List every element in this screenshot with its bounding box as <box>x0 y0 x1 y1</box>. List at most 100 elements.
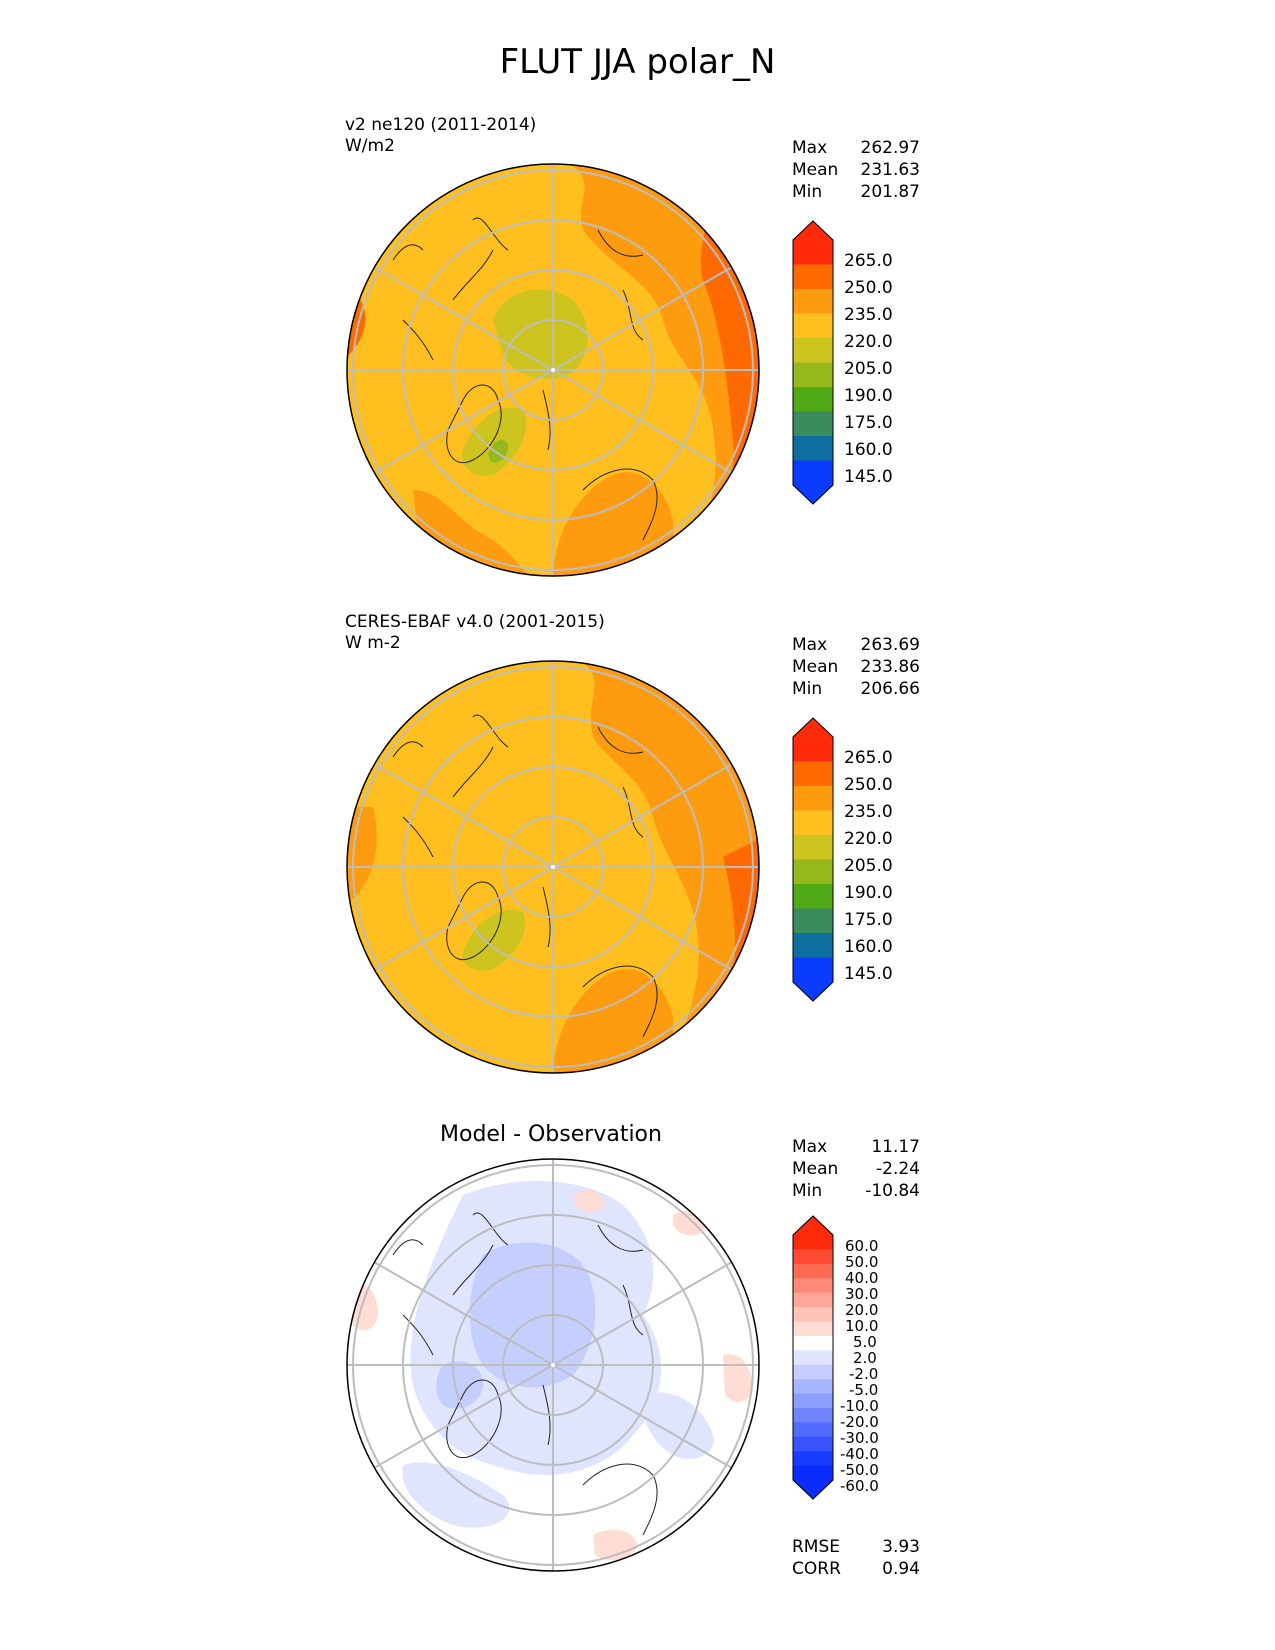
panel-label-top: v2 ne120 (2011-2014) <box>345 115 537 135</box>
colorbar-test <box>792 220 834 505</box>
colorbar-band <box>793 1350 833 1366</box>
cbar-tick-label: 250.0 <box>844 278 893 298</box>
cbar-tick-label: -60.0 <box>840 1477 879 1495</box>
colorbar-band <box>793 1335 833 1351</box>
cbar-tick-label: 145.0 <box>844 467 893 487</box>
cbar-tick-label: 50.0 <box>845 1253 879 1271</box>
cbar-tick-label: 190.0 <box>844 883 893 903</box>
panel-units: W m-2 <box>345 633 401 653</box>
cbar-tick-label: 205.0 <box>844 359 893 379</box>
difference-title: Model - Observation <box>440 1122 662 1147</box>
stat-min: Min -10.84 <box>792 1181 920 1201</box>
stat-max: Max 11.17 <box>792 1137 920 1157</box>
cbar-tick-label: 265.0 <box>844 251 893 271</box>
colorbar-band <box>793 835 833 860</box>
colorbar-band <box>793 859 833 885</box>
stat-min: Min 206.66 <box>792 679 920 699</box>
cbar-tick-label: 175.0 <box>844 910 893 930</box>
colorbar-band <box>793 264 833 290</box>
cbar-tick-label: 190.0 <box>844 386 893 406</box>
colorbar-band <box>793 1364 833 1380</box>
panel-test: v2 ne120 (2011-2014) W/m2 <box>0 105 1275 595</box>
panel-label-top: CERES-EBAF v4.0 (2001-2015) <box>345 612 605 632</box>
colorbar-band <box>793 1321 833 1337</box>
cbar-tick-label: 60.0 <box>845 1237 879 1255</box>
polar-map-difference <box>346 1158 760 1572</box>
cbar-tick-label: -40.0 <box>840 1445 879 1463</box>
stats-reference: Max 263.69 Mean 233.86 Min 206.66 <box>792 634 920 700</box>
colorbar-over-arrow <box>793 1216 833 1235</box>
cbar-tick-label: 220.0 <box>844 332 893 352</box>
figure-title: FLUT JJA polar_N <box>499 42 776 82</box>
cbar-tick-label: -5.0 <box>849 1381 879 1399</box>
cbar-tick-label: 40.0 <box>845 1269 879 1287</box>
cbar-tick-label: 205.0 <box>844 856 893 876</box>
colorbar-band <box>793 240 833 265</box>
colorbar-band <box>793 761 833 787</box>
cbar-tick-label: 235.0 <box>844 305 893 325</box>
stat-min: Min 201.87 <box>792 182 920 202</box>
cbar-tick-label: 5.0 <box>853 1333 877 1351</box>
cbar-tick-label: 30.0 <box>845 1285 879 1303</box>
colorbar-band <box>793 908 833 934</box>
colorbar-under-arrow <box>793 485 833 504</box>
metrics-difference: RMSE 3.93 CORR 0.94 <box>792 1536 920 1580</box>
cbar-tick-label: 265.0 <box>844 748 893 768</box>
cbar-tick-label: -50.0 <box>840 1461 879 1479</box>
cbar-tick-label: 2.0 <box>853 1349 877 1367</box>
colorbar-band <box>793 933 833 958</box>
cbar-tick-label: 160.0 <box>844 937 893 957</box>
colorbar-outline <box>792 1215 834 1500</box>
colorbar-band <box>793 362 833 388</box>
colorbar-band <box>793 1422 833 1438</box>
colorbar-band <box>793 1451 833 1467</box>
cbar-tick-label: 20.0 <box>845 1301 879 1319</box>
colorbar-band <box>793 1436 833 1452</box>
stat-max: Max 262.97 <box>792 138 920 158</box>
polar-map-test <box>346 163 760 577</box>
colorbar-band <box>793 436 833 461</box>
colorbar-band <box>793 810 833 836</box>
colorbar-band <box>793 411 833 437</box>
cbar-tick-label: 235.0 <box>844 802 893 822</box>
panel-reference: CERES-EBAF v4.0 (2001-2015) W m-2 <box>0 602 1275 1092</box>
colorbar-difference <box>792 1215 834 1500</box>
colorbar-band <box>793 387 833 412</box>
colorbar-outline <box>792 220 834 505</box>
cbar-tick-label: -10.0 <box>840 1397 879 1415</box>
panel-difference: Model - Observation <box>0 1100 1275 1600</box>
colorbar-band <box>793 1292 833 1308</box>
cbar-tick-label: 250.0 <box>844 775 893 795</box>
colorbar-reference <box>792 717 834 1002</box>
polar-map-reference <box>346 660 760 1074</box>
cbar-tick-label: 10.0 <box>845 1317 879 1335</box>
stat-mean: Mean 231.63 <box>792 160 920 180</box>
cbar-tick-label: 175.0 <box>844 413 893 433</box>
stat-mean: Mean 233.86 <box>792 657 920 677</box>
stat-mean: Mean -2.24 <box>792 1159 920 1179</box>
colorbar-under-arrow <box>793 982 833 1001</box>
cbar-tick-label: -20.0 <box>840 1413 879 1431</box>
colorbar-band <box>793 1263 833 1279</box>
stats-difference: Max 11.17 Mean -2.24 Min -10.84 <box>792 1136 920 1202</box>
cbar-tick-label: -30.0 <box>840 1429 879 1447</box>
panel-units: W/m2 <box>345 136 395 156</box>
colorbar-band <box>793 1249 833 1265</box>
colorbar-band <box>793 313 833 339</box>
colorbar-band <box>793 1407 833 1423</box>
colorbar-band <box>793 884 833 909</box>
colorbar-band <box>793 460 833 486</box>
colorbar-outline <box>792 717 834 1002</box>
colorbar-band <box>793 957 833 983</box>
cbar-tick-label: -2.0 <box>849 1365 879 1383</box>
stat-max: Max 263.69 <box>792 635 920 655</box>
colorbar-band <box>793 1465 833 1481</box>
colorbar-band <box>793 1235 833 1250</box>
colorbar-band <box>793 1379 833 1395</box>
colorbar-over-arrow <box>793 718 833 737</box>
cbar-tick-label: 220.0 <box>844 829 893 849</box>
stats-test: Max 262.97 Mean 231.63 Min 201.87 <box>792 137 920 203</box>
colorbar-band <box>793 1307 833 1322</box>
colorbar-under-arrow <box>793 1480 833 1499</box>
colorbar-band <box>793 737 833 762</box>
